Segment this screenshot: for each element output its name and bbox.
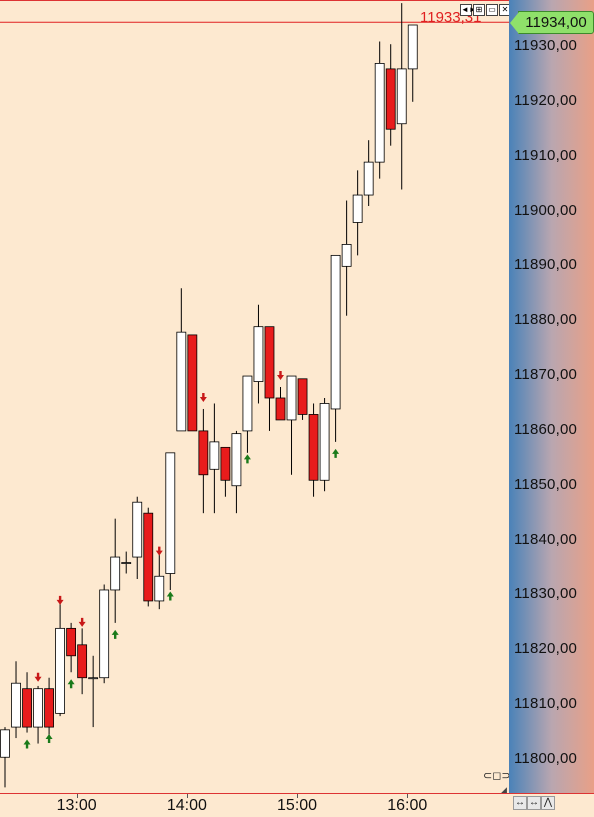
grid-icon[interactable]: ⊞ [473,4,485,16]
auto-scale-icon[interactable]: ⋀ [541,796,555,810]
bear-candle [77,644,88,679]
bull-candle [176,331,187,432]
bull-candle [407,24,418,70]
bull-candle [209,441,220,470]
sell-signal-arrow-icon [277,371,284,381]
last-price-marker: 11934,00 [510,11,594,34]
bull-candle [396,68,407,125]
bull-candle [231,433,242,487]
bull-candle [132,501,143,558]
bull-candle [99,589,110,679]
time-tick-label: 15:00 [277,797,318,814]
price-tick-label: 11820,00 [514,640,578,658]
time-tick-label: 16:00 [387,797,428,814]
bull-candle [0,729,10,758]
bear-candle [22,688,32,728]
bull-candle [242,375,253,432]
time-tick [297,794,299,798]
price-tick-label: 11930,00 [514,36,578,54]
bear-candle [275,397,286,421]
price-tick-label: 11800,00 [514,750,578,767]
bull-candle [165,452,176,574]
bull-candle [253,326,264,382]
bear-candle [44,688,54,728]
zoom-handle-icon[interactable]: ⊂◻⊃ [483,770,511,782]
candlestick-chart[interactable] [0,1,509,794]
scroll-time-icon[interactable]: ↔ [513,796,527,810]
buy-signal-arrow-icon [23,739,31,749]
sell-signal-arrow-icon [56,595,64,605]
bear-candle [143,512,154,602]
bear-candle [385,68,396,130]
bull-candle [374,63,385,163]
buy-signal-arrow-icon [45,734,53,744]
price-tick-label: 11830,00 [514,585,578,603]
bear-candle [220,446,231,481]
bull-candle [55,627,65,714]
time-tick-label: 13:00 [56,797,97,814]
price-tick-label: 11850,00 [514,475,578,493]
time-tick [186,794,188,798]
buy-signal-arrow-icon [67,679,75,689]
bull-candle [341,244,352,267]
bull-candle [363,161,374,196]
sell-signal-arrow-icon [199,392,207,402]
price-tick-label: 11880,00 [514,311,578,329]
price-tick-label: 11860,00 [514,420,578,438]
chart-plot-area[interactable]: 11933,31 ◄► ⊞ ▭ ✕ ⊂◻⊃ ◢ [0,0,511,795]
bull-candle [110,556,121,591]
bear-candle [66,627,77,657]
compress-time-icon[interactable]: ↔ [527,796,541,810]
price-tick-label: 11910,00 [514,146,578,164]
time-tick [76,794,78,798]
bear-candle [187,334,198,432]
restore-window-icon[interactable]: ▭ [486,4,498,16]
bull-candle [33,688,43,728]
sell-signal-arrow-icon [34,672,42,682]
sell-signal-arrow-icon [78,617,86,627]
bull-candle [286,375,297,421]
buy-signal-arrow-icon [166,591,174,601]
price-tick-label: 11870,00 [514,366,578,384]
bear-candle [264,326,275,399]
bear-candle [198,430,209,476]
bull-candle [88,677,99,680]
price-tick-label: 11840,00 [514,530,578,548]
bear-candle [308,414,319,481]
bear-candle [297,378,308,415]
sell-signal-arrow-icon [155,546,163,556]
bull-candle [121,562,132,564]
bull-candle [330,254,341,410]
buy-signal-arrow-icon [332,448,340,458]
buy-signal-arrow-icon [111,629,119,639]
resize-corner-icon[interactable]: ◢ [500,785,507,795]
time-tick-label: 14:00 [166,797,207,814]
time-axis[interactable]: ↔ ↔ ⋀ 13:00 14:00 15:00 16:00 [0,793,594,817]
scroll-left-right-icon[interactable]: ◄► [460,4,477,16]
price-tick-label: 11920,00 [514,91,578,109]
price-axis[interactable]: 11800,00 11810,00 11820,00 11830,00 11840,00… [509,0,594,793]
bull-candle [319,403,330,481]
bull-candle [11,682,21,728]
price-tick-label: 11890,00 [514,256,578,274]
bull-candle [352,194,363,223]
price-tick-label: 11900,00 [514,201,578,219]
price-tick-label: 11810,00 [514,695,578,713]
buy-signal-arrow-icon [243,454,251,464]
bull-candle [154,575,165,602]
time-tick [407,794,409,798]
